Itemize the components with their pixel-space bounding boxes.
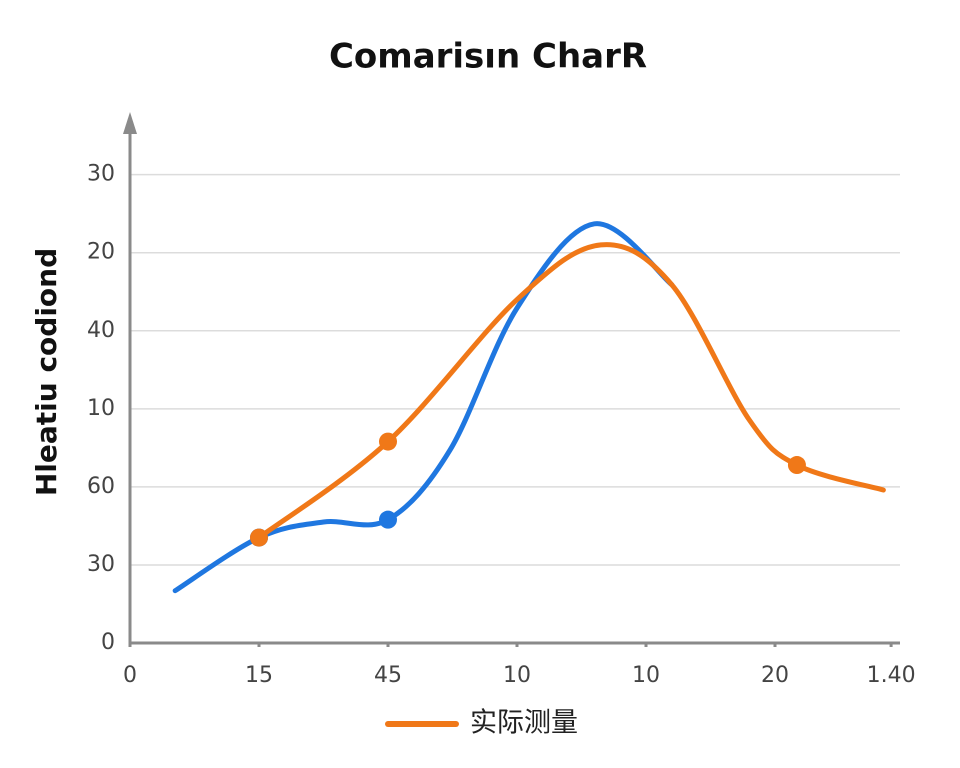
x-tick-label: 10 [632,663,660,688]
y-tick-label: 20 [87,240,115,265]
point [379,432,397,451]
x-tick-label: 15 [245,663,273,688]
x-tick-label: 20 [761,663,789,688]
y-axis-arrow [123,112,137,134]
point [787,456,806,475]
x-tick-label: 45 [374,663,402,688]
y-tick-label: 30 [87,552,115,577]
y-tick-label: 0 [101,630,115,655]
point [250,528,268,547]
x-tick-label: 1.40 [867,663,916,688]
legend-label: 实际测量 [470,708,578,739]
x-tick-label: 10 [503,663,531,688]
y-axis-label: Hleatiu codiond [30,248,63,496]
y-tick-label: 60 [87,474,115,499]
y-tick-label: 30 [87,162,115,187]
line [172,221,675,594]
y-tick-label: 40 [87,318,115,343]
chart-title: Comarisın CharR [329,37,647,77]
y-tick-label: 10 [87,396,115,421]
line [256,242,886,541]
point [379,510,397,529]
x-tick-label: 0 [123,663,137,688]
